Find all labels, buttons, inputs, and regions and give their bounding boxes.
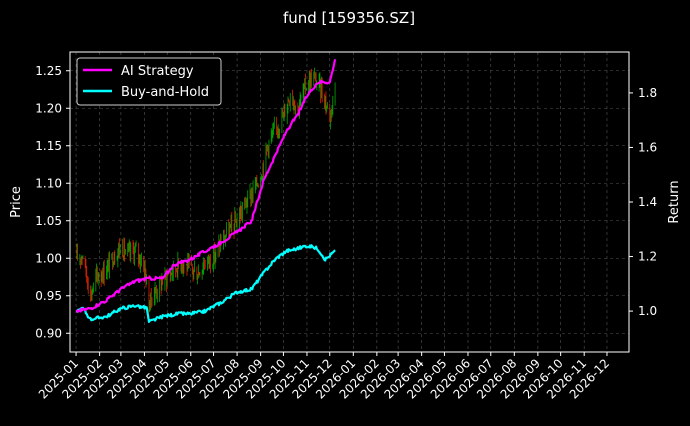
legend-ai-label: AI Strategy bbox=[121, 64, 194, 79]
legend-bh-label: Buy-and-Hold bbox=[121, 85, 209, 100]
return-lines bbox=[75, 59, 337, 323]
left-tick-label: 0.95 bbox=[35, 289, 62, 303]
left-tick-label: 1.10 bbox=[35, 176, 62, 190]
ai-strategy-line bbox=[75, 59, 337, 313]
left-tick-label: 1.00 bbox=[35, 251, 62, 265]
right-tick-label: 1.8 bbox=[638, 86, 657, 100]
legend: AI Strategy Buy-and-Hold bbox=[76, 57, 222, 106]
chart-title: fund [159356.SZ] bbox=[283, 9, 415, 27]
right-tick-label: 1.4 bbox=[638, 195, 657, 209]
left-tick-label: 1.05 bbox=[35, 214, 62, 228]
right-tick-label: 1.6 bbox=[638, 140, 657, 154]
right-axis: 1.0 1.2 1.4 1.6 1.8 bbox=[629, 86, 657, 318]
price-candles bbox=[76, 67, 336, 313]
left-axis: 0.90 0.95 1.00 1.05 1.10 1.15 1.20 1.25 bbox=[35, 64, 70, 340]
left-tick-label: 1.15 bbox=[35, 139, 62, 153]
left-tick-label: 1.25 bbox=[35, 64, 62, 78]
left-tick-label: 0.90 bbox=[35, 326, 62, 340]
right-axis-label: Return bbox=[667, 180, 682, 223]
right-tick-label: 1.0 bbox=[638, 304, 657, 318]
left-axis-label: Price bbox=[9, 186, 24, 218]
left-tick-label: 1.20 bbox=[35, 101, 62, 115]
right-tick-label: 1.2 bbox=[638, 250, 657, 264]
buy-and-hold-line bbox=[75, 244, 336, 323]
legend-box bbox=[76, 57, 222, 106]
